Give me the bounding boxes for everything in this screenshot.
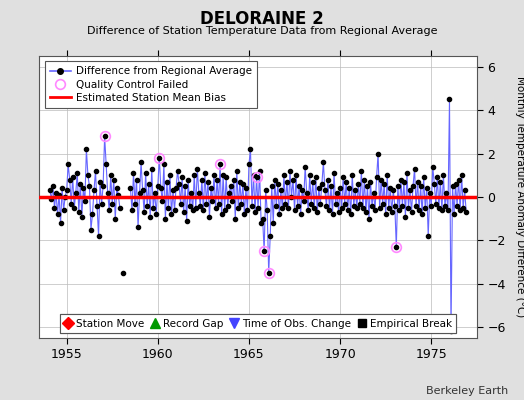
Line: Difference from Regional Average: Difference from Regional Average — [48, 134, 122, 238]
Text: DELORAINE 2: DELORAINE 2 — [200, 10, 324, 28]
Difference from Regional Average — [71, 206, 78, 210]
Difference from Regional Average — [94, 203, 100, 208]
Difference from Regional Average — [86, 184, 93, 188]
Difference from Regional Average — [97, 180, 103, 184]
Difference from Regional Average — [107, 173, 114, 178]
Difference from Regional Average — [102, 134, 108, 139]
Difference from Regional Average — [117, 206, 123, 210]
Difference from Regional Average — [58, 221, 64, 226]
Difference from Regional Average — [115, 192, 122, 197]
Difference from Regional Average — [53, 190, 59, 195]
Difference from Regional Average — [100, 184, 106, 188]
Difference from Regional Average — [83, 147, 90, 152]
Difference from Regional Average — [103, 162, 110, 167]
Difference from Regional Average — [95, 234, 102, 238]
Difference from Regional Average — [48, 197, 54, 202]
Difference from Regional Average — [56, 192, 62, 197]
Difference from Regional Average — [67, 177, 73, 182]
Difference from Regional Average — [89, 212, 95, 217]
Difference from Regional Average — [104, 190, 111, 195]
Difference from Regional Average — [82, 199, 88, 204]
Difference from Regional Average — [106, 208, 112, 212]
Difference from Regional Average — [68, 201, 74, 206]
Difference from Regional Average — [54, 212, 61, 217]
Difference from Regional Average — [75, 210, 82, 214]
Difference from Regional Average — [112, 216, 118, 221]
Difference from Regional Average — [65, 162, 71, 167]
Difference from Regional Average — [74, 171, 80, 176]
Difference from Regional Average — [47, 188, 53, 193]
Difference from Regional Average — [92, 168, 99, 173]
Difference from Regional Average — [50, 184, 56, 188]
Difference from Regional Average — [88, 227, 94, 232]
Difference from Regional Average — [109, 201, 115, 206]
Difference from Regional Average — [111, 177, 117, 182]
Legend: Station Move, Record Gap, Time of Obs. Change, Empirical Break: Station Move, Record Gap, Time of Obs. C… — [60, 314, 456, 333]
Text: Difference of Station Temperature Data from Regional Average: Difference of Station Temperature Data f… — [87, 26, 437, 36]
Difference from Regional Average — [114, 186, 120, 191]
Difference from Regional Average — [59, 186, 65, 191]
Difference from Regional Average — [73, 190, 79, 195]
Difference from Regional Average — [60, 208, 67, 212]
Difference from Regional Average — [62, 194, 68, 199]
Difference from Regional Average — [70, 175, 76, 180]
Difference from Regional Average — [99, 201, 105, 206]
Text: Berkeley Earth: Berkeley Earth — [426, 386, 508, 396]
Difference from Regional Average — [85, 173, 91, 178]
Y-axis label: Monthly Temperature Anomaly Difference (°C): Monthly Temperature Anomaly Difference (… — [515, 76, 524, 318]
Difference from Regional Average — [79, 214, 85, 219]
Difference from Regional Average — [91, 188, 97, 193]
Difference from Regional Average — [63, 188, 70, 193]
Difference from Regional Average — [80, 186, 86, 191]
Difference from Regional Average — [77, 182, 83, 186]
Difference from Regional Average — [51, 206, 58, 210]
